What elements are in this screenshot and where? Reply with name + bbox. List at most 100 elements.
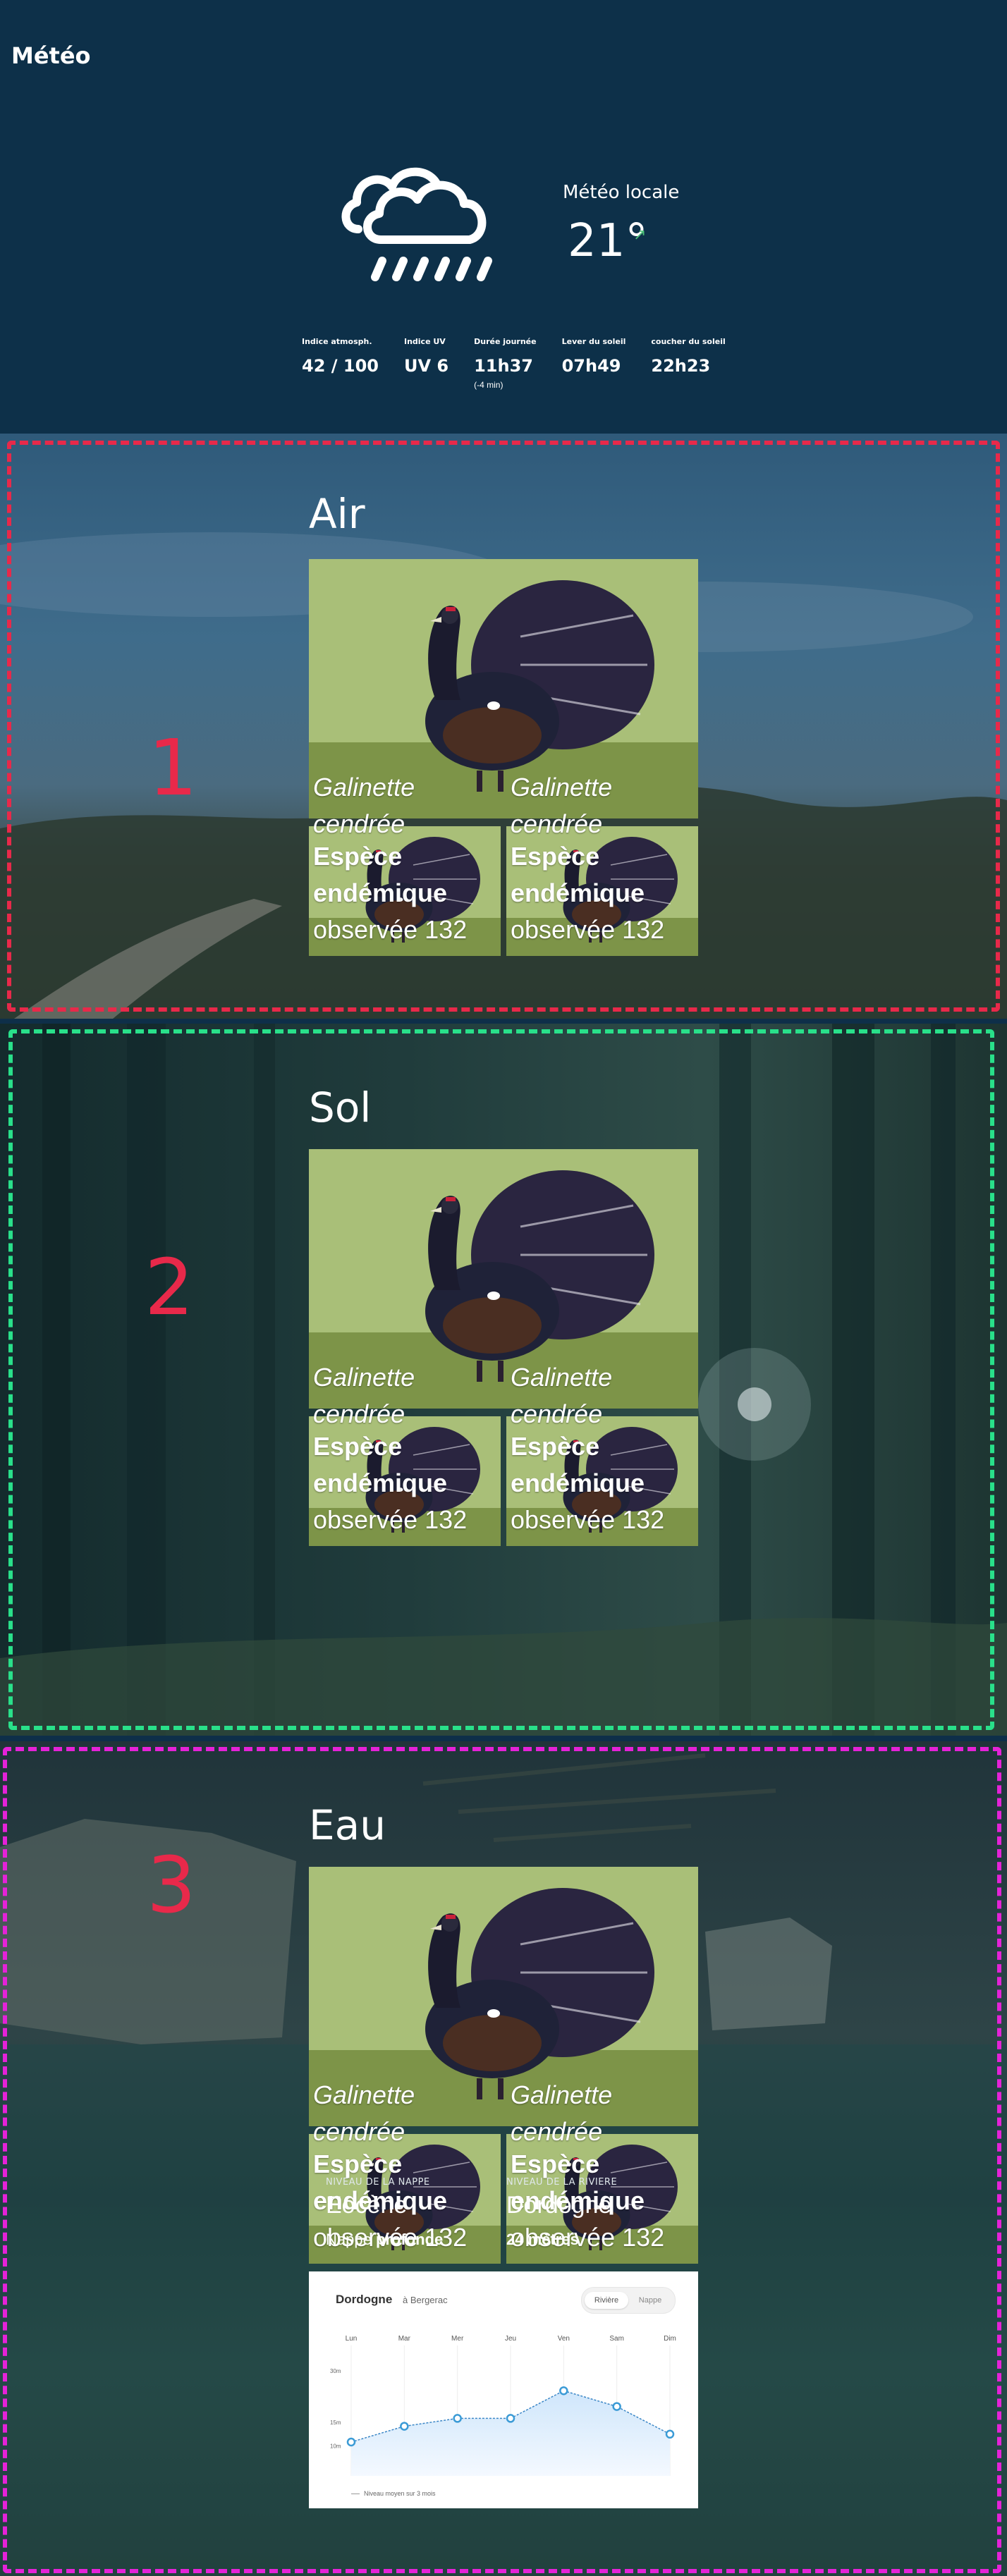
capercaillie-image <box>309 1149 698 1409</box>
stat-label: Lever du soleil <box>561 337 626 346</box>
y-tick-label: 30m <box>330 2368 341 2374</box>
capercaillie-image <box>506 2134 698 2264</box>
section-frame <box>8 1029 994 1730</box>
species-name: Galinette cendrée <box>511 2080 613 2146</box>
x-tick-label: Lun <box>346 2335 358 2343</box>
section-number: 1 <box>148 723 197 813</box>
x-tick-label: Dim <box>664 2335 676 2343</box>
species-name: Galinette cendrée <box>313 2080 415 2146</box>
stat-value: 22h23 <box>651 356 711 376</box>
species-description: Espèce endémique observée 132 <box>313 2146 501 2256</box>
species-gallery-eau: Galinette cendrée Galinette cendrée Espèce… <box>309 1867 698 2264</box>
species-card-main[interactable] <box>309 1867 698 2126</box>
species-name-overlay: Galinette cendrée <box>511 769 694 842</box>
river-nappe-toggle[interactable]: Rivière Nappe <box>581 2287 676 2314</box>
species-observed: observée 132 <box>511 915 665 944</box>
nappe-column: NIVEAU DE LA NAPPE Eocène Nappe profonde <box>326 2177 502 2249</box>
species-observed: observée 132 <box>313 1505 468 1534</box>
species-status-2: endémique <box>313 1468 448 1497</box>
stat-sunset: coucher du soleil 22h23 <box>651 337 725 390</box>
stat-label: Indice atmosph. <box>302 337 372 346</box>
section-frame <box>3 1747 1001 2573</box>
species-status-2: endémique <box>313 878 448 907</box>
species-name: Galinette cendrée <box>511 1363 613 1428</box>
species-name-overlay: Galinette cendrée <box>511 1359 694 1433</box>
species-card-thumb[interactable] <box>309 826 501 956</box>
capercaillie-image <box>506 826 698 956</box>
capercaillie-image <box>309 1867 698 2126</box>
species-description: Espèce endémique observée 132 <box>313 838 501 948</box>
species-status-2: endémique <box>313 2186 448 2215</box>
card-subtitle: à Bergerac <box>403 2295 448 2305</box>
species-card-main[interactable] <box>309 1149 698 1409</box>
species-gallery-sol: Galinette cendrée Galinette cendrée Espèce… <box>309 1149 698 1546</box>
species-description: Espèce endémique observée 132 <box>511 1428 698 1538</box>
card-title: Dordogne <box>336 2293 393 2306</box>
cloud-rain-icon <box>341 167 492 281</box>
river-level-card: Lun Mar Mer Jeu Ven Sam Dim 30m 15m 10m Dordogne … <box>309 2271 698 2508</box>
x-tick-label: Mer <box>451 2335 464 2343</box>
species-card-thumb[interactable] <box>309 2134 501 2264</box>
river-label: NIVEAU DE LA RIVIERE <box>506 2177 618 2188</box>
y-tick-label: 10m <box>330 2443 341 2450</box>
capercaillie-image <box>309 2134 501 2264</box>
x-tick-label: Mar <box>398 2335 411 2343</box>
capercaillie-image <box>309 826 501 956</box>
stat-value: 07h49 <box>561 356 621 376</box>
app-title: Météo <box>11 42 91 69</box>
species-card-thumb[interactable] <box>506 2134 698 2264</box>
stat-sunrise: Lever du soleil 07h49 <box>562 337 626 390</box>
species-status-1: Espèce <box>511 1432 600 1461</box>
x-tick-label: Ven <box>558 2335 570 2343</box>
forest-background <box>0 1024 1007 1736</box>
species-name-overlay: Galinette cendrée <box>313 1359 496 1433</box>
river-level-chart: Lun Mar Mer Jeu Ven Sam Dim 30m 15m 10m <box>330 2335 676 2476</box>
section-title: Sol <box>309 1084 372 1131</box>
toggle-nappe[interactable]: Nappe <box>638 2296 662 2305</box>
species-name-overlay: Galinette cendrée <box>511 2077 694 2150</box>
stat-value: 11h37 <box>474 356 533 376</box>
species-observed: observée 132 <box>511 1505 665 1534</box>
section-sol: 2 Sol <box>0 1024 1007 1736</box>
river-level: 24 mètres <box>506 2231 683 2249</box>
toggle-riviere[interactable]: Rivière <box>585 2292 628 2309</box>
data-point <box>506 2414 515 2423</box>
species-name: Galinette cendrée <box>313 773 415 838</box>
data-point <box>612 2402 621 2411</box>
capercaillie-image <box>506 1416 698 1546</box>
species-card-thumb[interactable] <box>506 826 698 956</box>
species-status-1: Espèce <box>511 2149 600 2178</box>
data-point <box>453 2414 462 2423</box>
data-point <box>665 2429 675 2439</box>
river-level-bold: 24 mètres <box>506 2231 579 2248</box>
species-status-1: Espèce <box>511 842 600 871</box>
data-point <box>346 2437 356 2447</box>
species-status-2: endémique <box>511 878 645 907</box>
species-description: Espèce endémique observée 132 <box>313 1428 501 1538</box>
species-card-main[interactable] <box>309 559 698 818</box>
capercaillie-image <box>309 559 698 818</box>
species-status-1: Espèce <box>313 2149 403 2178</box>
species-status-1: Espèce <box>313 842 403 871</box>
species-observed: observée 132 <box>511 2223 665 2252</box>
stat-daylength: Durée journée 11h37 (-4 min) <box>474 337 536 390</box>
section-number: 3 <box>147 1840 196 1930</box>
species-name: Galinette cendrée <box>511 773 613 838</box>
species-description: Espèce endémique observée 132 <box>511 2146 698 2256</box>
species-status-2: endémique <box>511 2186 645 2215</box>
river-column: NIVEAU DE LA RIVIERE Dordogne 24 mètres <box>506 2177 683 2249</box>
species-card-thumb[interactable] <box>506 1416 698 1546</box>
nappe-depth: Nappe profonde <box>326 2231 502 2249</box>
stat-atmos: Indice atmosph. 42 / 100 <box>302 337 379 390</box>
nappe-depth-plain: Nappe <box>326 2231 376 2248</box>
weather-header: Météo Météo locale 21° ↗ Indice atmosph.… <box>0 0 1007 434</box>
nappe-depth-bold: profonde <box>375 2231 444 2248</box>
temperature: 21° <box>568 215 648 267</box>
species-observed: observée 132 <box>313 2223 468 2252</box>
stat-value: UV 6 <box>403 356 449 376</box>
data-point <box>559 2386 568 2396</box>
stat-uv: Indice UV UV 6 <box>404 337 448 390</box>
weather-stats: Indice atmosph. 42 / 100 Indice UV UV 6 … <box>302 337 751 390</box>
species-card-thumb[interactable] <box>309 1416 501 1546</box>
section-title: Eau <box>309 1801 386 1849</box>
